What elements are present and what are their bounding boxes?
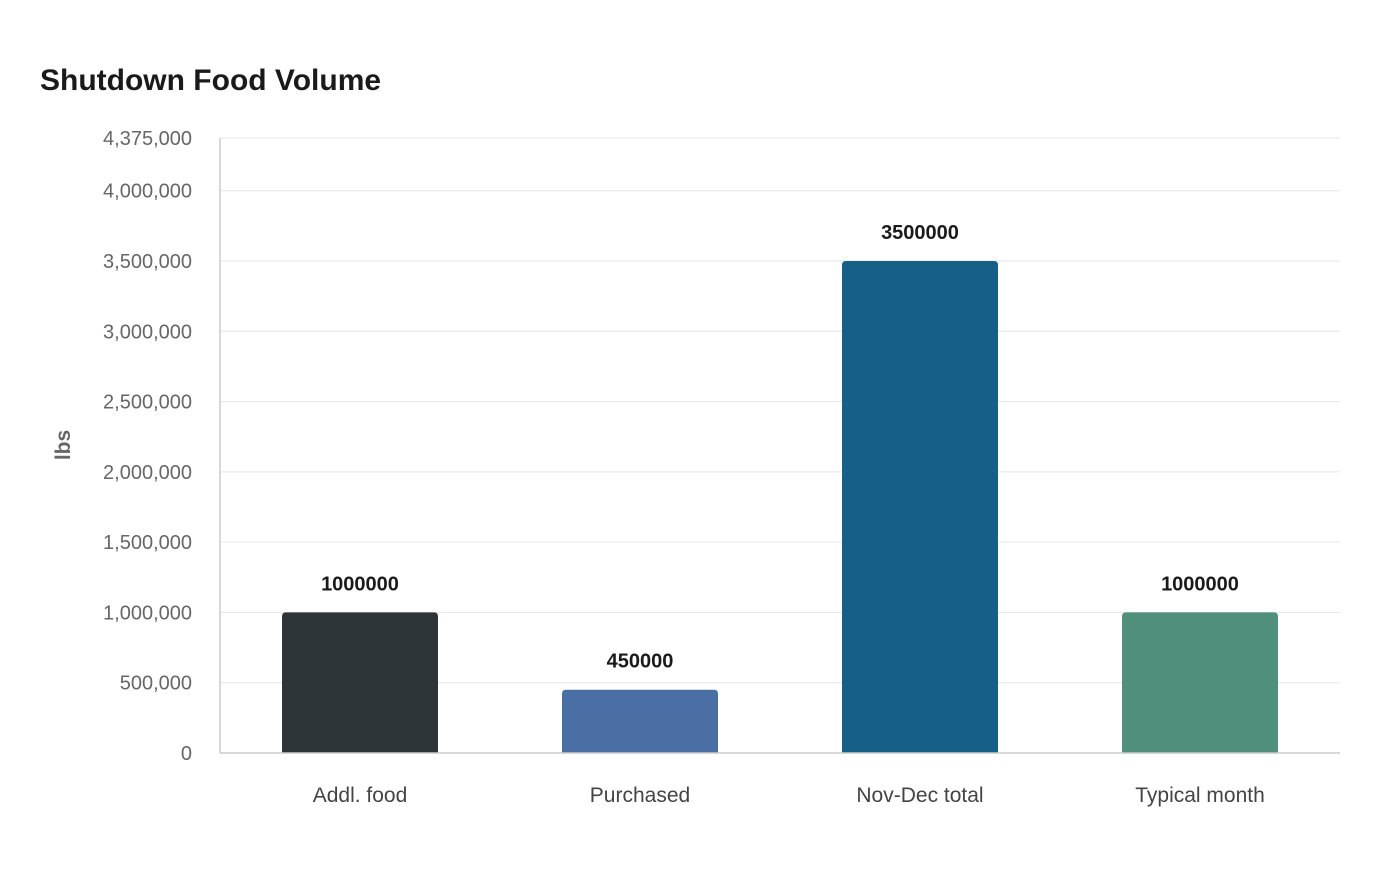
gridlines — [220, 137, 1340, 684]
x-category-label: Addl. food — [313, 784, 408, 807]
x-category-label: Purchased — [590, 784, 690, 807]
x-category-label: Typical month — [1135, 784, 1265, 807]
y-tick-label: 2,000,000 — [103, 462, 192, 484]
y-tick-label: 1,000,000 — [103, 602, 192, 624]
y-tick-label: 3,000,000 — [103, 321, 192, 343]
y-tick-label: 500,000 — [120, 673, 192, 695]
y-tick-label: 3,500,000 — [103, 251, 192, 273]
y-tick-label: 0 — [181, 743, 192, 765]
value-labels: 1000000 450000 3500000 1000000 — [321, 222, 1239, 673]
bars — [282, 261, 1278, 753]
bar-value-label: 1000000 — [1161, 573, 1239, 595]
bar-value-label: 1000000 — [321, 573, 399, 595]
bar-nov-dec-total[interactable] — [842, 261, 998, 753]
bar-addl-food[interactable] — [282, 612, 438, 753]
y-tick-label: 1,500,000 — [103, 532, 192, 554]
bar-value-label: 450000 — [607, 651, 674, 673]
y-tick-label: 2,500,000 — [103, 392, 192, 414]
bar-typical-month[interactable] — [1122, 612, 1278, 753]
bar-value-label: 3500000 — [881, 222, 959, 244]
chart-title: Shutdown Food Volume — [40, 64, 381, 97]
y-tick-label: 4,000,000 — [103, 181, 192, 203]
y-axis-ticks: 0 500,000 1,000,000 1,500,000 2,000,000 2,500… — [103, 128, 192, 765]
category-labels: Addl. food Purchased Nov-Dec total Typical … — [313, 784, 1265, 807]
bar-purchased[interactable] — [562, 689, 718, 753]
y-axis-title: lbs — [52, 430, 75, 460]
x-category-label: Nov-Dec total — [856, 784, 983, 807]
y-tick-label: 4,375,000 — [103, 128, 192, 150]
